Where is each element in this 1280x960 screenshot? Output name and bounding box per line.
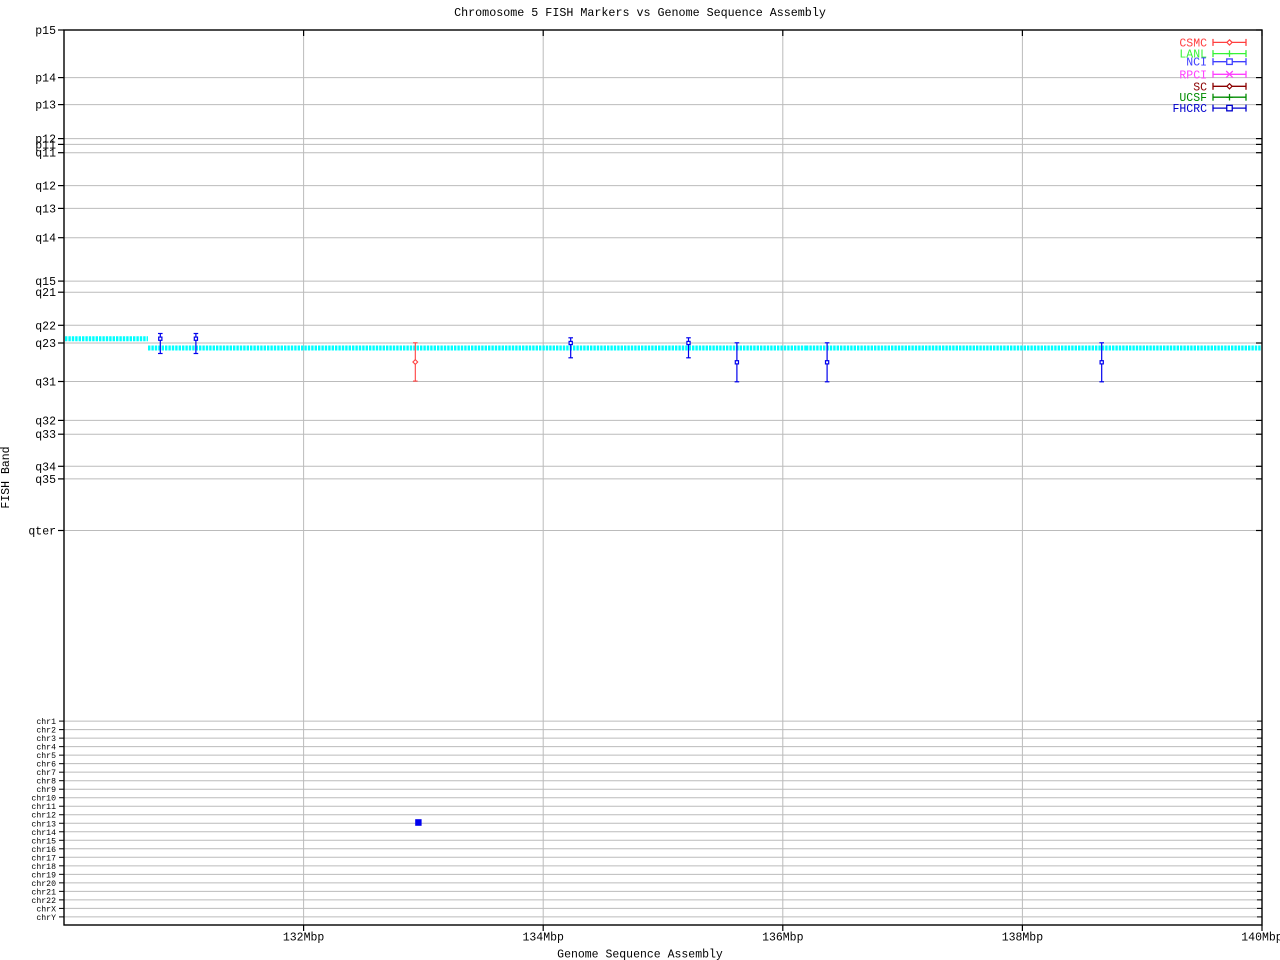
svg-text:q11: q11 bbox=[35, 148, 56, 161]
svg-text:chr22: chr22 bbox=[31, 896, 56, 906]
svg-text:chr3: chr3 bbox=[36, 734, 56, 744]
svg-text:chr4: chr4 bbox=[36, 743, 56, 753]
svg-text:132Mbp: 132Mbp bbox=[283, 932, 325, 945]
svg-text:q35: q35 bbox=[35, 474, 56, 487]
svg-text:q33: q33 bbox=[35, 429, 56, 442]
svg-text:chr8: chr8 bbox=[36, 777, 56, 787]
svg-text:chr15: chr15 bbox=[31, 836, 56, 846]
svg-text:Chromosome 5 FISH Markers vs G: Chromosome 5 FISH Markers vs Genome Sequ… bbox=[454, 6, 826, 20]
svg-text:134Mbp: 134Mbp bbox=[522, 932, 564, 945]
svg-text:q21: q21 bbox=[35, 287, 56, 300]
svg-text:p15: p15 bbox=[35, 25, 56, 38]
svg-text:qter: qter bbox=[28, 526, 56, 539]
svg-text:140Mbp: 140Mbp bbox=[1241, 932, 1280, 945]
svg-text:chr14: chr14 bbox=[31, 828, 56, 838]
svg-text:chr10: chr10 bbox=[31, 794, 56, 804]
svg-text:p13: p13 bbox=[35, 100, 56, 113]
svg-text:Genome Sequence Assembly: Genome Sequence Assembly bbox=[557, 949, 723, 960]
svg-text:FHCRC: FHCRC bbox=[1172, 103, 1207, 116]
svg-text:q22: q22 bbox=[35, 320, 56, 333]
svg-text:FISH Band: FISH Band bbox=[0, 446, 13, 508]
svg-text:NCI: NCI bbox=[1186, 57, 1207, 70]
svg-text:chrY: chrY bbox=[36, 913, 56, 923]
svg-text:q31: q31 bbox=[35, 377, 56, 390]
svg-text:q23: q23 bbox=[35, 338, 56, 351]
svg-text:chr20: chr20 bbox=[31, 879, 56, 889]
svg-text:chr1: chr1 bbox=[36, 717, 56, 727]
svg-text:q12: q12 bbox=[35, 181, 56, 194]
svg-text:chr11: chr11 bbox=[31, 802, 56, 812]
svg-text:chr5: chr5 bbox=[36, 751, 56, 761]
svg-text:chr6: chr6 bbox=[36, 760, 56, 770]
svg-text:chrX: chrX bbox=[36, 904, 56, 914]
svg-text:chr19: chr19 bbox=[31, 870, 56, 880]
svg-text:q14: q14 bbox=[35, 233, 56, 246]
svg-text:chr9: chr9 bbox=[36, 785, 56, 795]
svg-text:q34: q34 bbox=[35, 461, 56, 474]
svg-text:chr7: chr7 bbox=[36, 768, 56, 778]
svg-text:chr2: chr2 bbox=[36, 726, 56, 736]
svg-text:chr16: chr16 bbox=[31, 845, 56, 855]
svg-text:chr21: chr21 bbox=[31, 887, 56, 897]
svg-text:chr17: chr17 bbox=[31, 853, 56, 863]
svg-text:chr18: chr18 bbox=[31, 862, 56, 872]
svg-text:136Mbp: 136Mbp bbox=[762, 932, 804, 945]
svg-text:q13: q13 bbox=[35, 203, 56, 216]
svg-text:chr13: chr13 bbox=[31, 819, 56, 829]
svg-text:138Mbp: 138Mbp bbox=[1002, 932, 1044, 945]
svg-text:chr12: chr12 bbox=[31, 811, 56, 821]
svg-text:q32: q32 bbox=[35, 415, 56, 428]
svg-text:p14: p14 bbox=[35, 73, 56, 86]
